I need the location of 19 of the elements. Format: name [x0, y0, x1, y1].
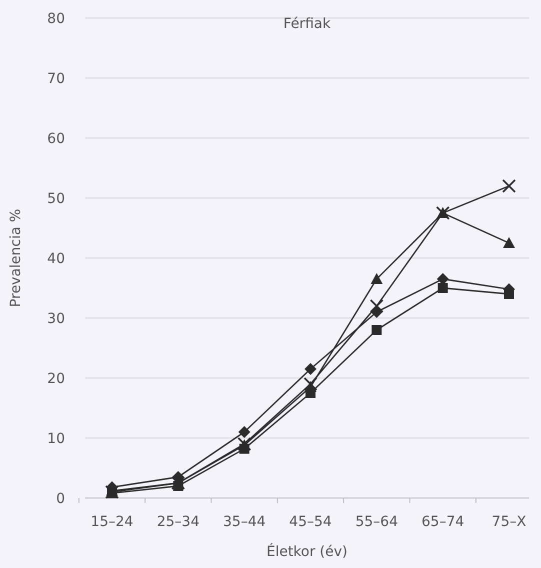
- x-tick-label: 55–64: [355, 514, 398, 530]
- x-tick-label: 15–24: [90, 514, 134, 530]
- y-tick-label: 70: [47, 70, 65, 87]
- chart-title: Férfiak: [283, 16, 332, 32]
- x-tick-label: 35–44: [223, 514, 266, 530]
- y-tick-label: 20: [47, 370, 65, 387]
- y-tick-label: 60: [47, 130, 65, 147]
- x-tick-label: 75–X: [492, 514, 527, 530]
- y-tick-label: 10: [47, 430, 65, 447]
- x-tick-label: 25–34: [156, 514, 200, 530]
- y-axis-title: Prevalencia %: [8, 208, 24, 308]
- y-tick-label: 50: [47, 190, 65, 207]
- x-axis-title: Életkor (év): [266, 543, 348, 560]
- y-tick-label: 30: [47, 310, 65, 327]
- x-tick-label: 65–74: [422, 514, 464, 530]
- y-tick-label: 0: [56, 490, 65, 507]
- y-tick-label: 80: [47, 10, 65, 27]
- x-tick-label: 45–54: [289, 514, 332, 530]
- y-tick-label: 40: [47, 250, 65, 267]
